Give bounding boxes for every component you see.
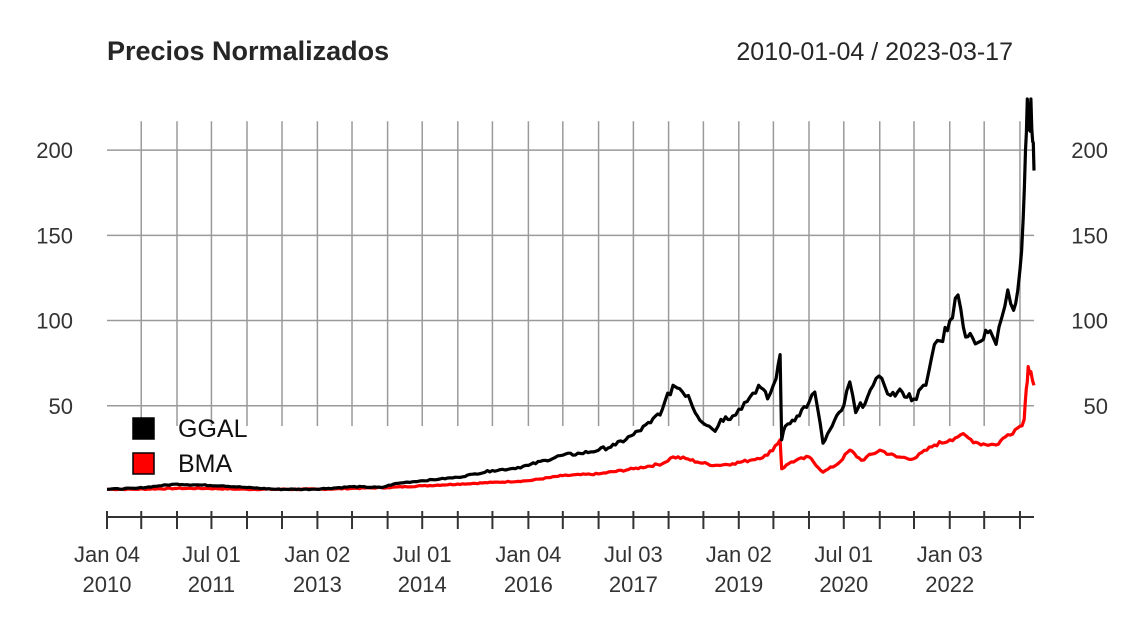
x-tick-year-2019-01-02: 2019: [714, 572, 763, 597]
x-tick-label-2020-07-01: Jul 01: [814, 542, 873, 567]
x-tick-label-2010-01-04: Jan 04: [74, 542, 140, 567]
chart-date-range: 2010-01-04 / 2023-03-17: [736, 38, 1013, 66]
y-tick-label-right-50: 50: [1084, 394, 1108, 419]
x-tick-label-2013-01-02: Jan 02: [284, 542, 350, 567]
y-tick-label-left-100: 100: [36, 309, 73, 334]
x-tick-label-2011-07-01: Jul 01: [182, 542, 241, 567]
legend-label-ggal: GGAL: [178, 415, 248, 443]
x-tick-year-2014-07-01: 2014: [398, 572, 447, 597]
y-tick-label-left-200: 200: [36, 138, 73, 163]
x-tick-label-2014-07-01: Jul 01: [393, 542, 452, 567]
x-tick-year-2022-01-03: 2022: [925, 572, 974, 597]
y-tick-label-right-100: 100: [1071, 309, 1108, 334]
grid-layer: [107, 121, 1034, 426]
x-tick-year-2020-07-01: 2020: [819, 572, 868, 597]
x-tick-year-2013-01-02: 2013: [293, 572, 342, 597]
y-tick-label-left-150: 150: [36, 223, 73, 248]
x-tick-label-2016-01-04: Jan 04: [495, 542, 561, 567]
x-tick-label-2022-01-03: Jan 03: [917, 542, 983, 567]
x-tick-year-2010-01-04: 2010: [83, 572, 132, 597]
x-tick-year-2017-07-03: 2017: [609, 572, 658, 597]
legend-label-bma: BMA: [178, 450, 233, 478]
y-tick-label-right-200: 200: [1071, 138, 1108, 163]
x-tick-year-2016-01-04: 2016: [504, 572, 553, 597]
y-tick-label-left-50: 50: [49, 394, 73, 419]
x-tick-year-2011-07-01: 2011: [188, 572, 235, 597]
legend-swatch-ggal: [132, 417, 155, 440]
legend: GGAL BMA: [132, 415, 248, 478]
chart-title: Precios Normalizados: [107, 36, 389, 66]
series-layer: [106, 97, 1036, 492]
series-line-ggal: [106, 97, 1036, 492]
axis-layer: 50 50 100 100 150 150 200 200 Jan 04 2010 Jul 01 20…: [36, 138, 1108, 597]
x-tick-label-2017-07-03: Jul 03: [604, 542, 663, 567]
x-tick-label-2019-01-02: Jan 02: [706, 542, 772, 567]
legend-swatch-bma: [132, 452, 155, 475]
y-tick-label-right-150: 150: [1071, 223, 1108, 248]
